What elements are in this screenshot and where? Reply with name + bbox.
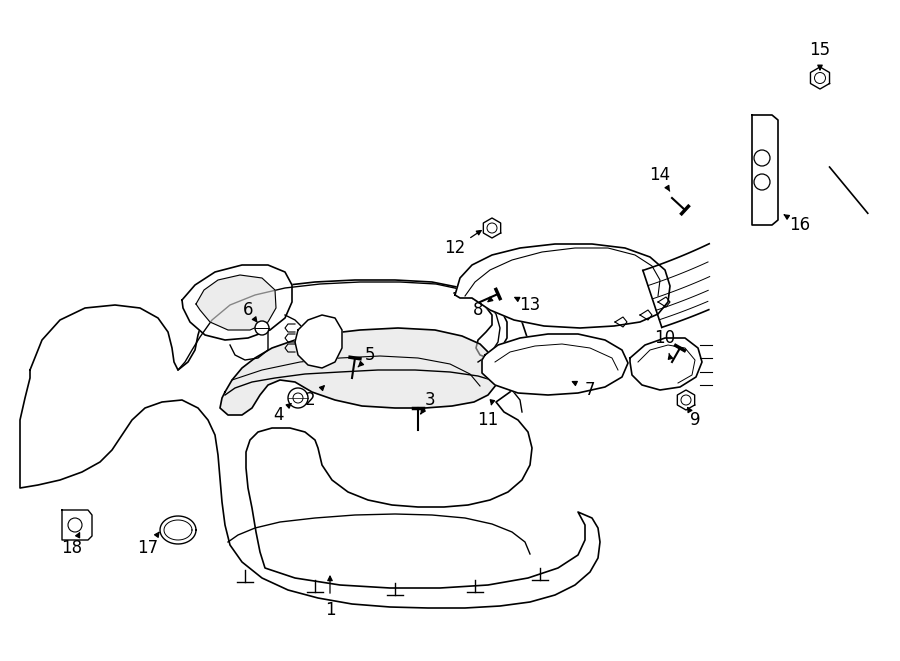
Polygon shape [20, 280, 600, 608]
Text: 2: 2 [305, 391, 315, 409]
Text: 1: 1 [325, 601, 336, 619]
Circle shape [754, 174, 770, 190]
Text: 14: 14 [650, 166, 670, 184]
Text: 13: 13 [519, 296, 541, 314]
Polygon shape [752, 115, 778, 225]
Text: 9: 9 [689, 411, 700, 429]
Polygon shape [182, 265, 292, 340]
Text: 6: 6 [243, 301, 253, 319]
Text: 16: 16 [789, 216, 811, 234]
Text: 11: 11 [477, 411, 499, 429]
Polygon shape [164, 520, 192, 540]
Text: 3: 3 [425, 391, 436, 409]
Circle shape [487, 223, 497, 233]
Text: 18: 18 [61, 539, 83, 557]
Text: 5: 5 [364, 346, 375, 364]
Polygon shape [295, 315, 342, 368]
Text: 17: 17 [138, 539, 158, 557]
Polygon shape [62, 510, 92, 540]
Circle shape [681, 395, 691, 405]
Polygon shape [811, 67, 830, 89]
Circle shape [293, 393, 303, 403]
Text: 4: 4 [273, 406, 284, 424]
Text: 8: 8 [472, 301, 483, 319]
Polygon shape [160, 516, 196, 544]
Text: 15: 15 [809, 41, 831, 59]
Circle shape [255, 321, 269, 335]
Circle shape [754, 150, 770, 166]
Polygon shape [455, 244, 670, 328]
Circle shape [68, 518, 82, 532]
Polygon shape [196, 275, 276, 330]
Text: 10: 10 [654, 329, 676, 347]
Text: 12: 12 [445, 239, 465, 257]
Polygon shape [630, 338, 702, 390]
Polygon shape [483, 218, 500, 238]
Circle shape [814, 73, 825, 83]
Text: 7: 7 [585, 381, 595, 399]
Polygon shape [678, 390, 695, 410]
Polygon shape [482, 334, 628, 395]
Circle shape [288, 388, 308, 408]
Polygon shape [220, 328, 498, 415]
